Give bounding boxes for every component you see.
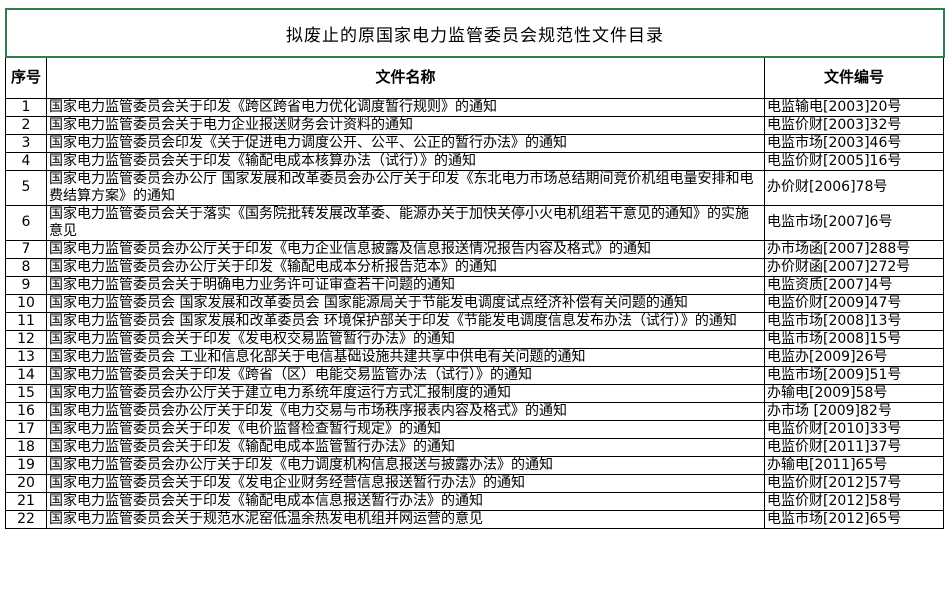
cell-number: 电监市场[2012]65号 bbox=[764, 509, 944, 529]
cell-number: 电监价财[2003]32号 bbox=[764, 115, 944, 135]
cell-seq: 7 bbox=[5, 239, 47, 259]
cell-name: 国家电力监管委员会 国家发展和改革委员会 国家能源局关于节能发电调度试点经济补偿… bbox=[46, 293, 765, 313]
cell-seq: 11 bbox=[5, 311, 47, 331]
cell-name: 国家电力监管委员会关于落实《国务院批转发展改革委、能源办关于加快关停小火电机组若… bbox=[46, 204, 765, 241]
table-row: 21 国家电力监管委员会关于印发《输配电成本信息报送暂行办法》的通知 电监价财[20… bbox=[5, 491, 944, 511]
cell-seq: 3 bbox=[5, 133, 47, 153]
table-row: 13 国家电力监管委员会 工业和信息化部关于电信基础设施共建共享中供电有关问题的通… bbox=[5, 347, 944, 367]
cell-seq: 16 bbox=[5, 401, 47, 421]
cell-number: 电监办[2009]26号 bbox=[764, 347, 944, 367]
cell-seq: 15 bbox=[5, 383, 47, 403]
cell-seq: 22 bbox=[5, 509, 47, 529]
header-number: 文件编号 bbox=[764, 58, 944, 99]
cell-number: 电监价财[2011]37号 bbox=[764, 437, 944, 457]
cell-number: 电监市场[2008]15号 bbox=[764, 329, 944, 349]
table-row: 7 国家电力监管委员会办公厅关于印发《电力企业信息披露及信息报送情况报告内容及格式… bbox=[5, 239, 944, 259]
cell-number: 电监市场[2008]13号 bbox=[764, 311, 944, 331]
table-row: 8 国家电力监管委员会办公厅关于印发《输配电成本分析报告范本》的通知 办价财函[20… bbox=[5, 257, 944, 277]
cell-name: 国家电力监管委员会关于明确电力业务许可证审查若干问题的通知 bbox=[46, 275, 765, 295]
cell-name: 国家电力监管委员会印发《关于促进电力调度公开、公平、公正的暂行办法》的通知 bbox=[46, 133, 765, 153]
cell-number: 电监价财[2012]58号 bbox=[764, 491, 944, 511]
document-title-box: 拟废止的原国家电力监管委员会规范性文件目录 bbox=[5, 8, 945, 58]
cell-number: 办市场 [2009]82号 bbox=[764, 401, 944, 421]
table-row: 11 国家电力监管委员会 国家发展和改革委员会 环境保护部关于印发《节能发电调度信… bbox=[5, 311, 944, 331]
cell-name: 国家电力监管委员会关于规范水泥窑低温余热发电机组并网运营的意见 bbox=[46, 509, 765, 529]
cell-number: 办输电[2009]58号 bbox=[764, 383, 944, 403]
cell-seq: 8 bbox=[5, 257, 47, 277]
cell-seq: 12 bbox=[5, 329, 47, 349]
document-title: 拟废止的原国家电力监管委员会规范性文件目录 bbox=[286, 25, 664, 46]
cell-name: 国家电力监管委员会关于印发《输配电成本信息报送暂行办法》的通知 bbox=[46, 491, 765, 511]
table-row: 15 国家电力监管委员会办公厅关于建立电力系统年度运行方式汇报制度的通知 办输电[2… bbox=[5, 383, 944, 403]
table-row: 14 国家电力监管委员会关于印发《跨省（区）电能交易监管办法（试行）》的通知 电监市… bbox=[5, 365, 944, 385]
table-row: 3 国家电力监管委员会印发《关于促进电力调度公开、公平、公正的暂行办法》的通知 电监… bbox=[5, 133, 944, 153]
table-row: 9 国家电力监管委员会关于明确电力业务许可证审查若干问题的通知 电监资质[2007]… bbox=[5, 275, 944, 295]
cell-name: 国家电力监管委员会办公厅关于印发《电力交易与市场秩序报表内容及格式》的通知 bbox=[46, 401, 765, 421]
table-row: 18 国家电力监管委员会关于印发《输配电成本监管暂行办法》的通知 电监价财[2011… bbox=[5, 437, 944, 457]
cell-seq: 21 bbox=[5, 491, 47, 511]
cell-seq: 10 bbox=[5, 293, 47, 313]
table-row: 1 国家电力监管委员会关于印发《跨区跨省电力优化调度暂行规则》的通知 电监输电[20… bbox=[5, 97, 944, 117]
cell-name: 国家电力监管委员会关于印发《输配电成本核算办法（试行）》的通知 bbox=[46, 151, 765, 171]
cell-seq: 5 bbox=[5, 169, 47, 206]
cell-number: 电监市场[2007]6号 bbox=[764, 204, 944, 241]
table-row: 19 国家电力监管委员会办公厅关于印发《电力调度机构信息报送与披露办法》的通知 办输… bbox=[5, 455, 944, 475]
table-row: 20 国家电力监管委员会关于印发《发电企业财务经营信息报送暂行办法》的通知 电监价财… bbox=[5, 473, 944, 493]
table-row: 16 国家电力监管委员会办公厅关于印发《电力交易与市场秩序报表内容及格式》的通知办… bbox=[5, 401, 944, 421]
cell-seq: 9 bbox=[5, 275, 47, 295]
cell-name: 国家电力监管委员会关于印发《输配电成本监管暂行办法》的通知 bbox=[46, 437, 765, 457]
cell-name: 国家电力监管委员会办公厅关于印发《电力企业信息披露及信息报送情况报告内容及格式》… bbox=[46, 239, 765, 259]
table-row: 17 国家电力监管委员会关于印发《电价监督检查暂行规定》的通知 电监价财[2010]… bbox=[5, 419, 944, 439]
cell-number: 办价财函[2007]272号 bbox=[764, 257, 944, 277]
cell-name: 国家电力监管委员会关于印发《跨区跨省电力优化调度暂行规则》的通知 bbox=[46, 97, 765, 117]
cell-name: 国家电力监管委员会办公厅关于印发《电力调度机构信息报送与披露办法》的通知 bbox=[46, 455, 765, 475]
cell-seq: 2 bbox=[5, 115, 47, 135]
cell-name: 国家电力监管委员会关于印发《电价监督检查暂行规定》的通知 bbox=[46, 419, 765, 439]
table-row: 2 国家电力监管委员会关于电力企业报送财务会计资料的通知 电监价财[2003]32号 bbox=[5, 115, 944, 135]
cell-name: 国家电力监管委员会 国家发展和改革委员会 环境保护部关于印发《节能发电调度信息发… bbox=[46, 311, 765, 331]
cell-seq: 1 bbox=[5, 97, 47, 117]
cell-seq: 19 bbox=[5, 455, 47, 475]
cell-number: 电监资质[2007]4号 bbox=[764, 275, 944, 295]
cell-number: 办输电[2011]65号 bbox=[764, 455, 944, 475]
cell-name: 国家电力监管委员会办公厅关于建立电力系统年度运行方式汇报制度的通知 bbox=[46, 383, 765, 403]
cell-number: 电监输电[2003]20号 bbox=[764, 97, 944, 117]
cell-name: 国家电力监管委员会关于印发《发电权交易监管暂行办法》的通知 bbox=[46, 329, 765, 349]
cell-number: 办市场函[2007]288号 bbox=[764, 239, 944, 259]
table-row: 6 国家电力监管委员会关于落实《国务院批转发展改革委、能源办关于加快关停小火电机组… bbox=[5, 204, 944, 241]
cell-seq: 4 bbox=[5, 151, 47, 171]
cell-number: 电监价财[2005]16号 bbox=[764, 151, 944, 171]
cell-name: 国家电力监管委员会 工业和信息化部关于电信基础设施共建共享中供电有关问题的通知 bbox=[46, 347, 765, 367]
header-name: 文件名称 bbox=[46, 58, 765, 99]
table-row: 5 国家电力监管委员会办公厅 国家发展和改革委员会办公厅关于印发《东北电力市场总结… bbox=[5, 169, 944, 206]
cell-seq: 20 bbox=[5, 473, 47, 493]
table-row: 12 国家电力监管委员会关于印发《发电权交易监管暂行办法》的通知 电监市场[2008… bbox=[5, 329, 944, 349]
cell-seq: 14 bbox=[5, 365, 47, 385]
cell-number: 电监价财[2009]47号 bbox=[764, 293, 944, 313]
cell-number: 电监价财[2012]57号 bbox=[764, 473, 944, 493]
table-header-row: 序号 文件名称 文件编号 bbox=[5, 58, 944, 99]
table-row: 4 国家电力监管委员会关于印发《输配电成本核算办法（试行）》的通知 电监价财[200… bbox=[5, 151, 944, 171]
cell-name: 国家电力监管委员会办公厅 国家发展和改革委员会办公厅关于印发《东北电力市场总结期… bbox=[46, 169, 765, 206]
documents-table: 序号 文件名称 文件编号 1 国家电力监管委员会关于印发《跨区跨省电力优化调度暂行… bbox=[5, 58, 944, 529]
cell-name: 国家电力监管委员会关于电力企业报送财务会计资料的通知 bbox=[46, 115, 765, 135]
table-row: 10 国家电力监管委员会 国家发展和改革委员会 国家能源局关于节能发电调度试点经济… bbox=[5, 293, 944, 313]
table-row: 22 国家电力监管委员会关于规范水泥窑低温余热发电机组并网运营的意见 电监市场[20… bbox=[5, 509, 944, 529]
cell-number: 电监价财[2010]33号 bbox=[764, 419, 944, 439]
header-seq: 序号 bbox=[5, 58, 47, 99]
cell-seq: 18 bbox=[5, 437, 47, 457]
cell-seq: 6 bbox=[5, 204, 47, 241]
cell-seq: 17 bbox=[5, 419, 47, 439]
cell-number: 电监市场[2003]46号 bbox=[764, 133, 944, 153]
cell-number: 办价财[2006]78号 bbox=[764, 169, 944, 206]
cell-seq: 13 bbox=[5, 347, 47, 367]
cell-name: 国家电力监管委员会关于印发《发电企业财务经营信息报送暂行办法》的通知 bbox=[46, 473, 765, 493]
cell-number: 电监市场[2009]51号 bbox=[764, 365, 944, 385]
cell-name: 国家电力监管委员会办公厅关于印发《输配电成本分析报告范本》的通知 bbox=[46, 257, 765, 277]
table-body: 1 国家电力监管委员会关于印发《跨区跨省电力优化调度暂行规则》的通知 电监输电[20… bbox=[5, 97, 944, 529]
cell-name: 国家电力监管委员会关于印发《跨省（区）电能交易监管办法（试行）》的通知 bbox=[46, 365, 765, 385]
